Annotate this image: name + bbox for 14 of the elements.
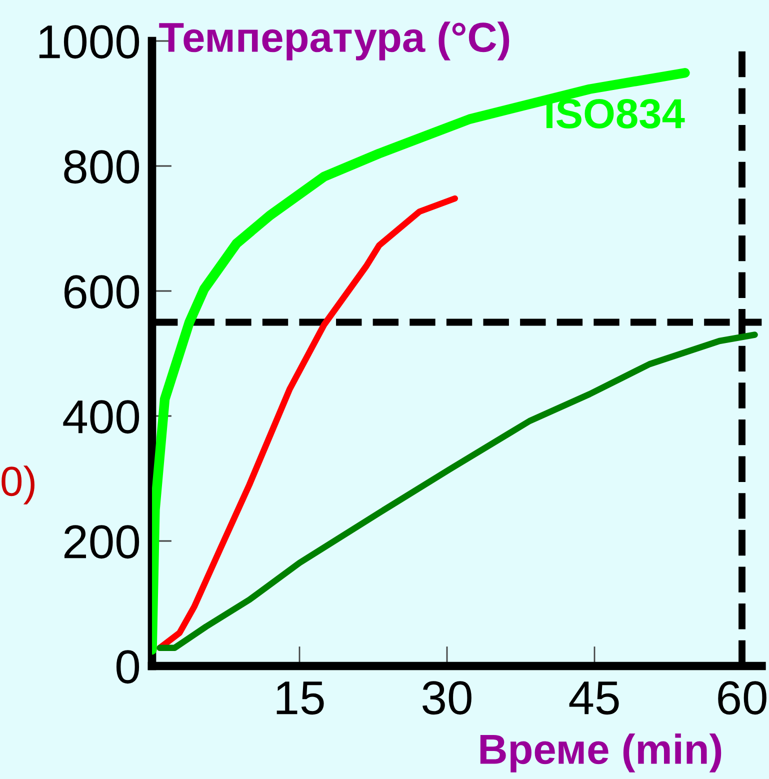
text: 0) [2, 466, 34, 504]
y-tick-label: 200 [64, 525, 140, 559]
y-tick-label: 400 [63, 400, 140, 434]
y-tick-label: 800 [64, 150, 140, 184]
series-label: ISO834 [546, 98, 685, 129]
y-tick-label: 0 [116, 650, 140, 684]
x-tick-label: 60 [718, 681, 766, 715]
x-axis-title: Време (min) [480, 734, 722, 772]
y-tick-label: 600 [64, 275, 140, 309]
x-tick-label: 15 [276, 682, 324, 715]
x-tick-label: 30 [422, 681, 472, 715]
y-axis-title: Температура (°C) [159, 22, 510, 60]
y-tick-label: 1000 [39, 25, 140, 59]
x-tick-label: 45 [569, 682, 619, 715]
